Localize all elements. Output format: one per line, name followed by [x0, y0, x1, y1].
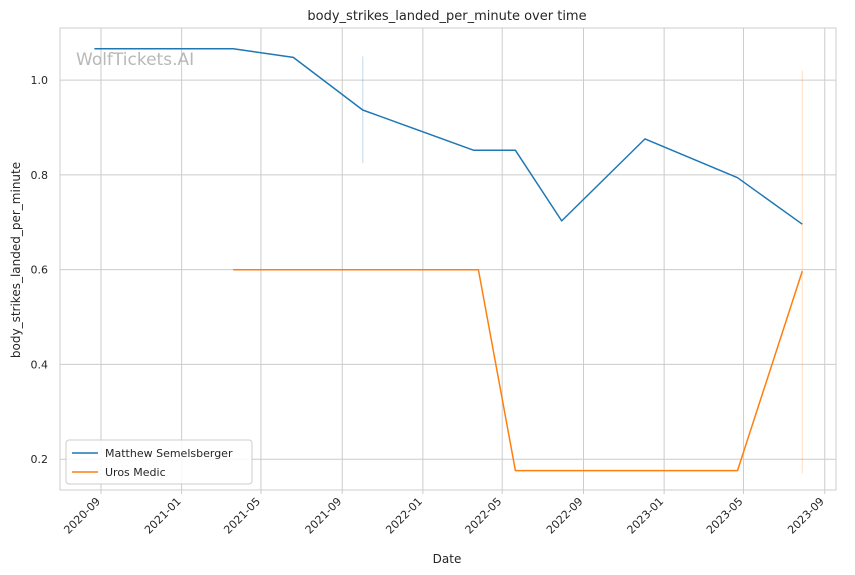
x-tick-label: 2022-01 [383, 495, 425, 537]
x-tick-label: 2021-09 [303, 495, 345, 537]
y-tick-label: 1.0 [31, 74, 49, 87]
legend: Matthew Semelsberger Uros Medic [65, 439, 253, 485]
x-gridlines [100, 28, 826, 490]
x-tick-label: 2021-05 [221, 495, 263, 537]
legend-label: Uros Medic [105, 466, 166, 479]
x-tick-label: 2023-09 [785, 495, 827, 537]
y-tick-label: 0.2 [31, 453, 49, 466]
x-axis-label: Date [433, 552, 462, 566]
series-line-1 [233, 268, 804, 472]
y-axis-label: body_strikes_landed_per_minute [9, 162, 23, 358]
y-tick-label: 0.4 [31, 358, 49, 371]
x-tick-label: 2023-01 [625, 495, 667, 537]
error-bars [362, 56, 803, 474]
plot-frame [59, 27, 837, 491]
x-tick-label: 2021-01 [142, 495, 184, 537]
series-line-0 [94, 48, 803, 225]
x-tick-label: 2023-05 [704, 495, 746, 537]
legend-label: Matthew Semelsberger [105, 447, 233, 460]
x-tick-label: 2020-09 [61, 495, 103, 537]
watermark: WolfTickets.AI [76, 50, 194, 70]
series-lines [94, 48, 804, 472]
y-tick-label: 0.6 [31, 264, 49, 277]
y-tick-label: 0.8 [31, 169, 49, 182]
x-tick-label: 2022-09 [544, 495, 586, 537]
x-tick-label: 2022-05 [463, 495, 505, 537]
y-tick-labels: 0.2 0.4 0.6 0.8 1.0 [31, 74, 49, 466]
legend-box [65, 439, 253, 485]
x-tick-labels: 2020-09 2021-01 2021-05 2021-09 2022-01 2022-… [61, 490, 827, 537]
chart-title: body_strikes_landed_per_minute over time [307, 9, 586, 24]
